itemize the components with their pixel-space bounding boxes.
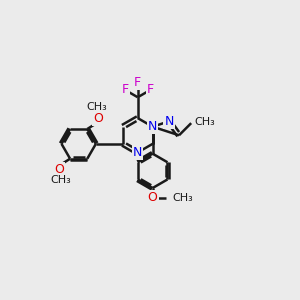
Text: CH₃: CH₃ [172, 193, 193, 203]
Text: F: F [134, 76, 141, 89]
Text: N: N [133, 146, 142, 159]
Text: F: F [147, 83, 154, 96]
Text: CH₃: CH₃ [195, 117, 216, 127]
Text: O: O [54, 163, 64, 176]
Text: O: O [93, 112, 103, 125]
Text: F: F [122, 83, 128, 96]
Text: N: N [148, 120, 157, 133]
Text: CH₃: CH₃ [50, 175, 71, 185]
Text: N: N [164, 115, 174, 128]
Text: O: O [148, 191, 158, 204]
Text: CH₃: CH₃ [87, 102, 107, 112]
